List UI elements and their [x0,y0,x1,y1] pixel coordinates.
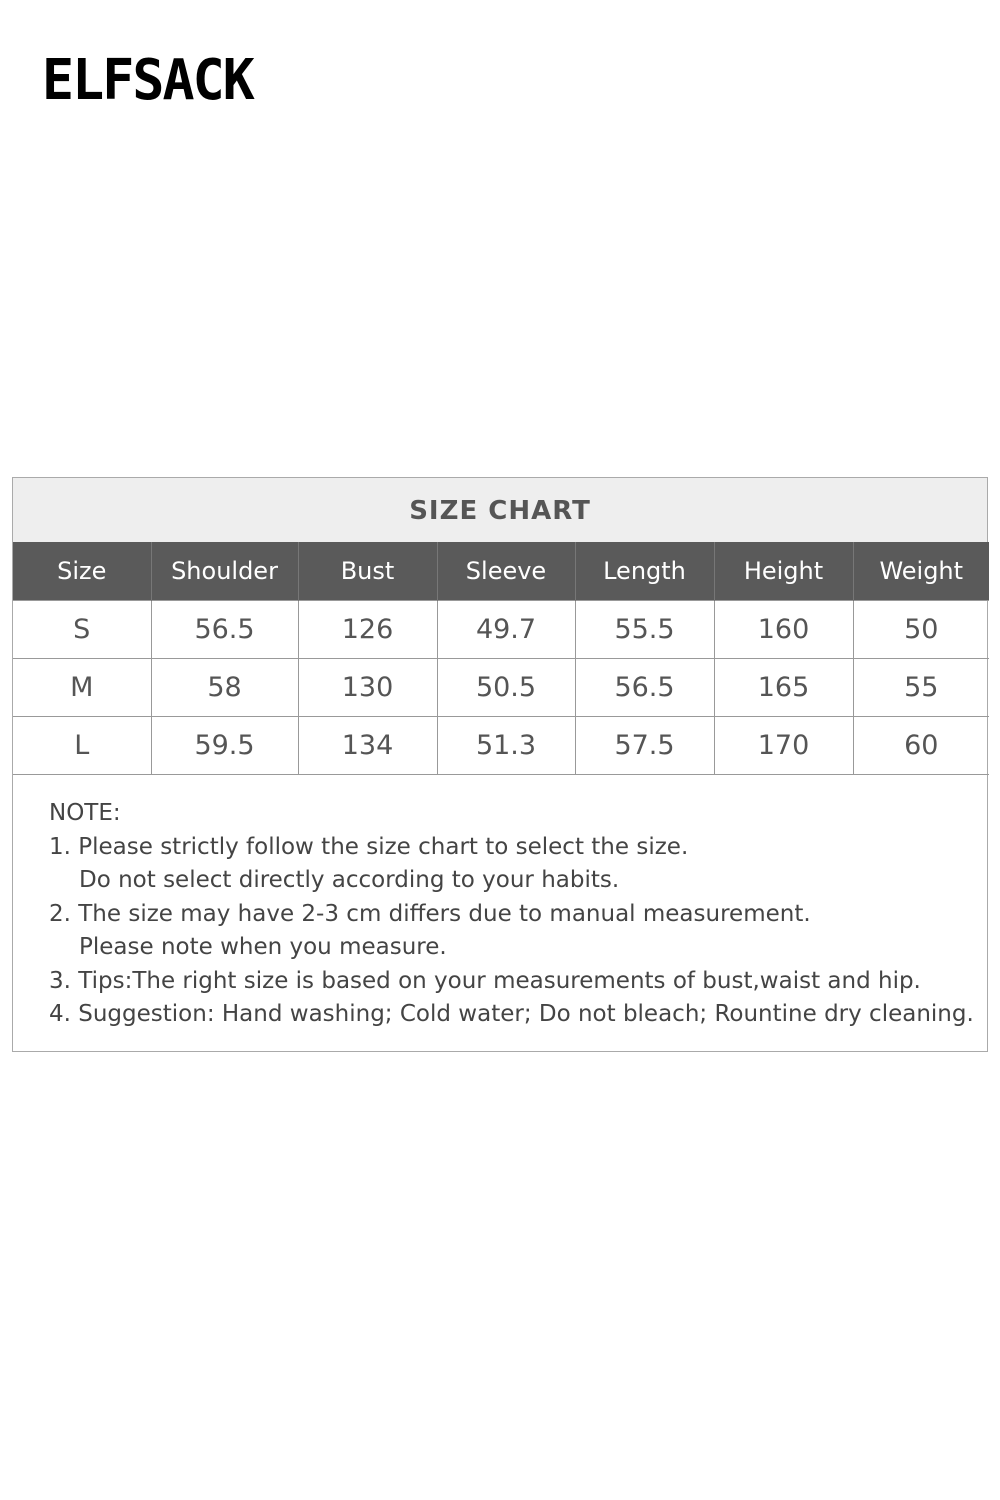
note-line: 3. Tips:The right size is based on your … [49,967,921,994]
header-row: Size Shoulder Bust Sleeve Length Height Weight [13,542,989,601]
table-cell: 50.5 [437,658,576,717]
note-line: Do not select directly according to your… [79,867,620,893]
table-cell: 56.5 [151,600,299,659]
table-cell: S [13,600,152,659]
note-line: 2. The size may have 2-3 cm differs due … [49,900,811,927]
brand-logo: ELFSACK [42,48,255,113]
note-heading: NOTE: [49,800,121,826]
table-cell: 57.5 [575,716,715,775]
column-header: Sleeve [437,542,576,601]
table-cell: 134 [298,716,438,775]
table-row: S 56.5 126 49.7 55.5 160 50 [13,600,989,659]
note-line: 1. Please strictly follow the size chart… [49,833,689,860]
table-cell: 58 [151,658,299,717]
column-header: Height [714,542,854,601]
table-cell: 55 [853,658,989,717]
table-cell: 49.7 [437,600,576,659]
table-cell: 55.5 [575,600,715,659]
column-header: Shoulder [151,542,299,601]
size-table: Size Shoulder Bust Sleeve Length Height Weight… [13,542,989,775]
table-cell: 165 [714,658,854,717]
table-cell: L [13,716,152,775]
column-header: Size [13,542,152,601]
notes: NOTE: 1. Please strictly follow the size … [13,775,987,1032]
table-cell: M [13,658,152,717]
table-cell: 126 [298,600,438,659]
column-header: Length [575,542,715,601]
table-cell: 51.3 [437,716,576,775]
table-cell: 59.5 [151,716,299,775]
note-line: Please note when you measure. [79,934,447,960]
table-cell: 56.5 [575,658,715,717]
table-cell: 170 [714,716,854,775]
table-cell: 160 [714,600,854,659]
table-row: M 58 130 50.5 56.5 165 55 [13,658,989,717]
size-chart: SIZE CHART Size Shoulder Bust Sleeve Length H… [12,477,989,1052]
table-row: L 59.5 134 51.3 57.5 170 60 [13,716,989,775]
table-cell: 130 [298,658,438,717]
table-cell: 60 [853,716,989,775]
table-cell: 50 [853,600,989,659]
column-header: Weight [853,542,989,601]
column-header: Bust [298,542,438,601]
chart-title: SIZE CHART [13,478,987,542]
note-line: 4. Suggestion: Hand washing; Cold water;… [49,1001,974,1027]
